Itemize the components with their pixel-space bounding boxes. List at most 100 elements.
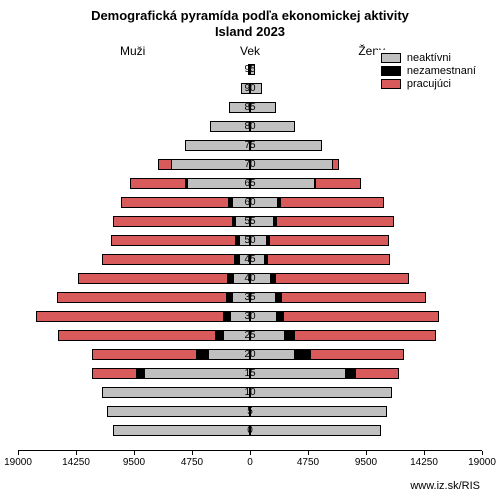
bar-segment [113,216,250,228]
age-tick-label: 10 [244,387,255,398]
x-tick-mark [424,451,425,455]
x-tick-mark [308,451,309,455]
bar-segment [250,406,387,418]
bar-segment [78,273,250,285]
male-side [18,383,250,402]
bar-segment [187,178,250,190]
male-side [18,136,250,155]
x-tick-mark [366,451,367,455]
age-row: 95 [18,60,482,79]
male-side [18,79,250,98]
bar-segment [144,368,250,380]
age-row: 40 [18,269,482,288]
label-men: Muži [120,44,145,58]
bar-segment [250,159,333,171]
age-tick-label: 80 [244,121,255,132]
female-side [250,79,482,98]
title-line1: Demografická pyramída podľa ekonomickej … [0,8,500,24]
title-line2: Island 2023 [0,24,500,40]
female-side [250,402,482,421]
age-tick-label: 35 [244,292,255,303]
female-side [250,307,482,326]
female-side [250,231,482,250]
male-side [18,155,250,174]
bar-segment [102,254,250,266]
male-side [18,250,250,269]
age-tick-label: 60 [244,197,255,208]
age-tick-label: 75 [244,140,255,151]
age-row: 35 [18,288,482,307]
bar-segment [185,140,250,152]
x-tick-label: 9500 [123,457,145,468]
age-tick-label: 0 [247,425,253,436]
chart-title: Demografická pyramída podľa ekonomickej … [0,0,500,39]
male-side [18,307,250,326]
bar-segment [250,349,295,361]
x-tick-label: 9500 [355,457,377,468]
bar-segment [250,254,390,266]
bar-segment [107,406,250,418]
age-row: 90 [18,79,482,98]
age-row: 20 [18,345,482,364]
female-side [250,174,482,193]
x-tick-label: 19000 [4,457,32,468]
x-tick-mark [192,451,193,455]
bar-segment [102,387,250,399]
x-tick-label: 14250 [62,457,90,468]
male-side [18,402,250,421]
x-tick-label: 0 [247,457,253,468]
male-side [18,193,250,212]
male-side [18,98,250,117]
bar-segment [250,121,295,133]
female-side [250,364,482,383]
bar-segment [36,311,250,323]
age-row: 50 [18,231,482,250]
bar-segment [113,425,250,437]
bar-segment [57,292,250,304]
female-side [250,136,482,155]
age-row: 55 [18,212,482,231]
bar-segment [250,140,322,152]
x-tick-label: 4750 [297,457,319,468]
female-side [250,421,482,440]
x-tick-label: 14250 [410,457,438,468]
x-tick-mark [76,451,77,455]
female-side [250,212,482,231]
age-tick-label: 30 [244,311,255,322]
age-tick-label: 15 [244,368,255,379]
x-tick-label: 19000 [468,457,496,468]
age-row: 60 [18,193,482,212]
female-side [250,117,482,136]
source-url: www.iz.sk/RIS [410,480,480,492]
x-axis: 1900014250950047500475095001425019000 [18,450,482,470]
male-side [18,345,250,364]
x-tick-mark [250,451,251,455]
bar-segment [171,159,250,171]
age-row: 80 [18,117,482,136]
bar-segment [250,235,389,247]
male-side [18,231,250,250]
age-tick-label: 45 [244,254,255,265]
female-side [250,345,482,364]
bar-segment [250,368,346,380]
female-side [250,269,482,288]
age-row: 70 [18,155,482,174]
female-side [250,250,482,269]
male-side [18,60,250,79]
chart-body: 95908580757065605550454035302520151050 [18,60,482,440]
male-side [18,326,250,345]
x-tick-mark [134,451,135,455]
age-tick-label: 90 [244,83,255,94]
male-side [18,174,250,193]
female-side [250,326,482,345]
age-row: 45 [18,250,482,269]
x-tick-label: 4750 [181,457,203,468]
bar-segment [250,387,392,399]
age-row: 65 [18,174,482,193]
age-row: 85 [18,98,482,117]
male-side [18,117,250,136]
female-side [250,155,482,174]
male-side [18,212,250,231]
age-row: 30 [18,307,482,326]
label-age: Vek [240,44,260,58]
